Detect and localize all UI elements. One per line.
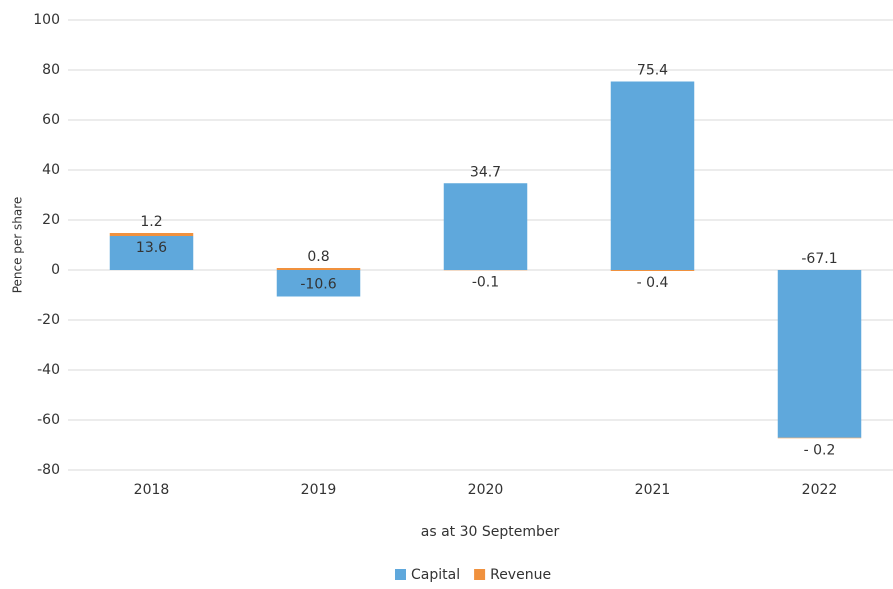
- data-label: 0.8: [307, 249, 329, 265]
- data-label: -10.6: [300, 277, 336, 293]
- y-tick-label: 80: [42, 62, 60, 78]
- data-label: -0.1: [472, 274, 499, 290]
- data-label: 13.6: [136, 240, 167, 256]
- y-tick-label: 100: [33, 12, 60, 28]
- bar-segment: [610, 81, 695, 270]
- bar-segment: [443, 183, 528, 270]
- x-axis-title: as at 30 September: [421, 524, 560, 540]
- bar-segment: [777, 437, 862, 439]
- y-tick-label: 60: [42, 112, 60, 128]
- bar-segment: [276, 268, 361, 270]
- y-tick-label: -20: [37, 312, 60, 328]
- legend-label: Capital: [411, 567, 460, 583]
- x-tick-label: 2022: [802, 482, 838, 498]
- x-tick-label: 2018: [134, 482, 170, 498]
- legend-swatch: [474, 569, 486, 580]
- y-tick-label: 0: [51, 262, 60, 278]
- data-label: 75.4: [637, 63, 668, 79]
- x-tick-label: 2021: [635, 482, 671, 498]
- bar-segment: [610, 270, 695, 271]
- y-tick-label: -60: [37, 412, 60, 428]
- legend-label: Revenue: [490, 567, 551, 583]
- y-tick-label: 40: [42, 162, 60, 178]
- data-label: 34.7: [470, 164, 501, 180]
- y-axis-title: Pence per share: [11, 197, 25, 294]
- y-tick-label: -80: [37, 462, 60, 478]
- bar-segment: [109, 236, 194, 270]
- bar-segment: [109, 233, 194, 236]
- y-tick-label: -40: [37, 362, 60, 378]
- data-label: - 0.2: [804, 442, 836, 458]
- data-label: 1.2: [140, 214, 162, 230]
- bar-segment: [777, 270, 862, 438]
- data-label: - 0.4: [637, 275, 669, 291]
- x-tick-label: 2019: [301, 482, 337, 498]
- bar-segment: [276, 270, 361, 297]
- x-tick-label: 2020: [468, 482, 504, 498]
- legend-swatch: [395, 569, 406, 580]
- data-label: -67.1: [801, 251, 837, 267]
- y-tick-label: 20: [42, 212, 60, 228]
